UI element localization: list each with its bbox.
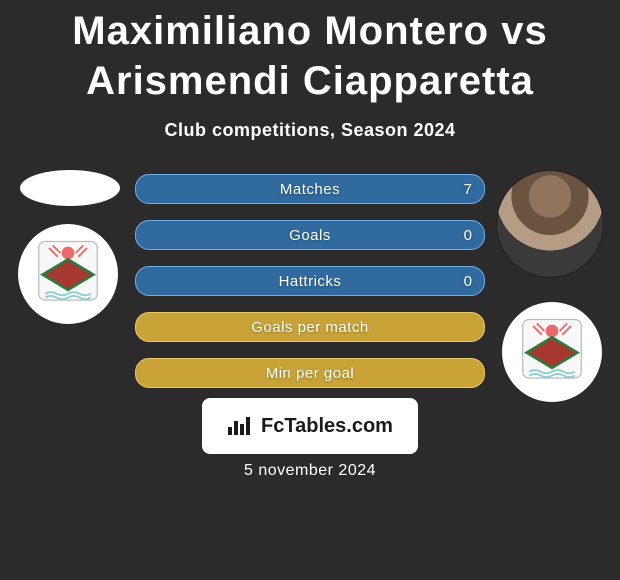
left-club-logo-card xyxy=(18,224,118,324)
stat-label: Goals xyxy=(289,227,331,244)
stat-bar: Goals per match xyxy=(135,312,485,342)
right-player-column xyxy=(490,170,610,278)
stat-right-value: 7 xyxy=(464,181,472,198)
stat-bar: Goals 0 xyxy=(135,220,485,250)
stat-label: Goals per match xyxy=(251,319,369,336)
club-logo-icon xyxy=(517,317,587,387)
right-club-logo-card xyxy=(502,302,602,402)
stat-bar: Hattricks 0 xyxy=(135,266,485,296)
branding-card: FcTables.com xyxy=(202,398,418,454)
stat-label: Matches xyxy=(280,181,340,198)
stat-right-value: 0 xyxy=(464,273,472,290)
left-player-avatar-placeholder xyxy=(20,170,120,206)
page-title: Maximiliano Montero vs Arismendi Ciappar… xyxy=(0,0,620,106)
date: 5 november 2024 xyxy=(244,462,376,480)
stat-label: Hattricks xyxy=(279,273,342,290)
branding-bar-chart-icon xyxy=(227,415,253,437)
stat-bars: Matches 7 Goals 0 Hattricks 0 Goals per match M… xyxy=(135,174,485,404)
stat-right-value: 0 xyxy=(464,227,472,244)
branding-text: FcTables.com xyxy=(261,415,393,438)
stat-bar: Min per goal xyxy=(135,358,485,388)
comparison-canvas: Maximiliano Montero vs Arismendi Ciappar… xyxy=(0,0,620,580)
stat-bar: Matches 7 xyxy=(135,174,485,204)
left-player-column xyxy=(10,170,130,206)
right-player-avatar xyxy=(496,170,604,278)
stat-label: Min per goal xyxy=(266,365,355,382)
subtitle: Club competitions, Season 2024 xyxy=(0,120,620,141)
club-logo-icon xyxy=(33,239,103,309)
